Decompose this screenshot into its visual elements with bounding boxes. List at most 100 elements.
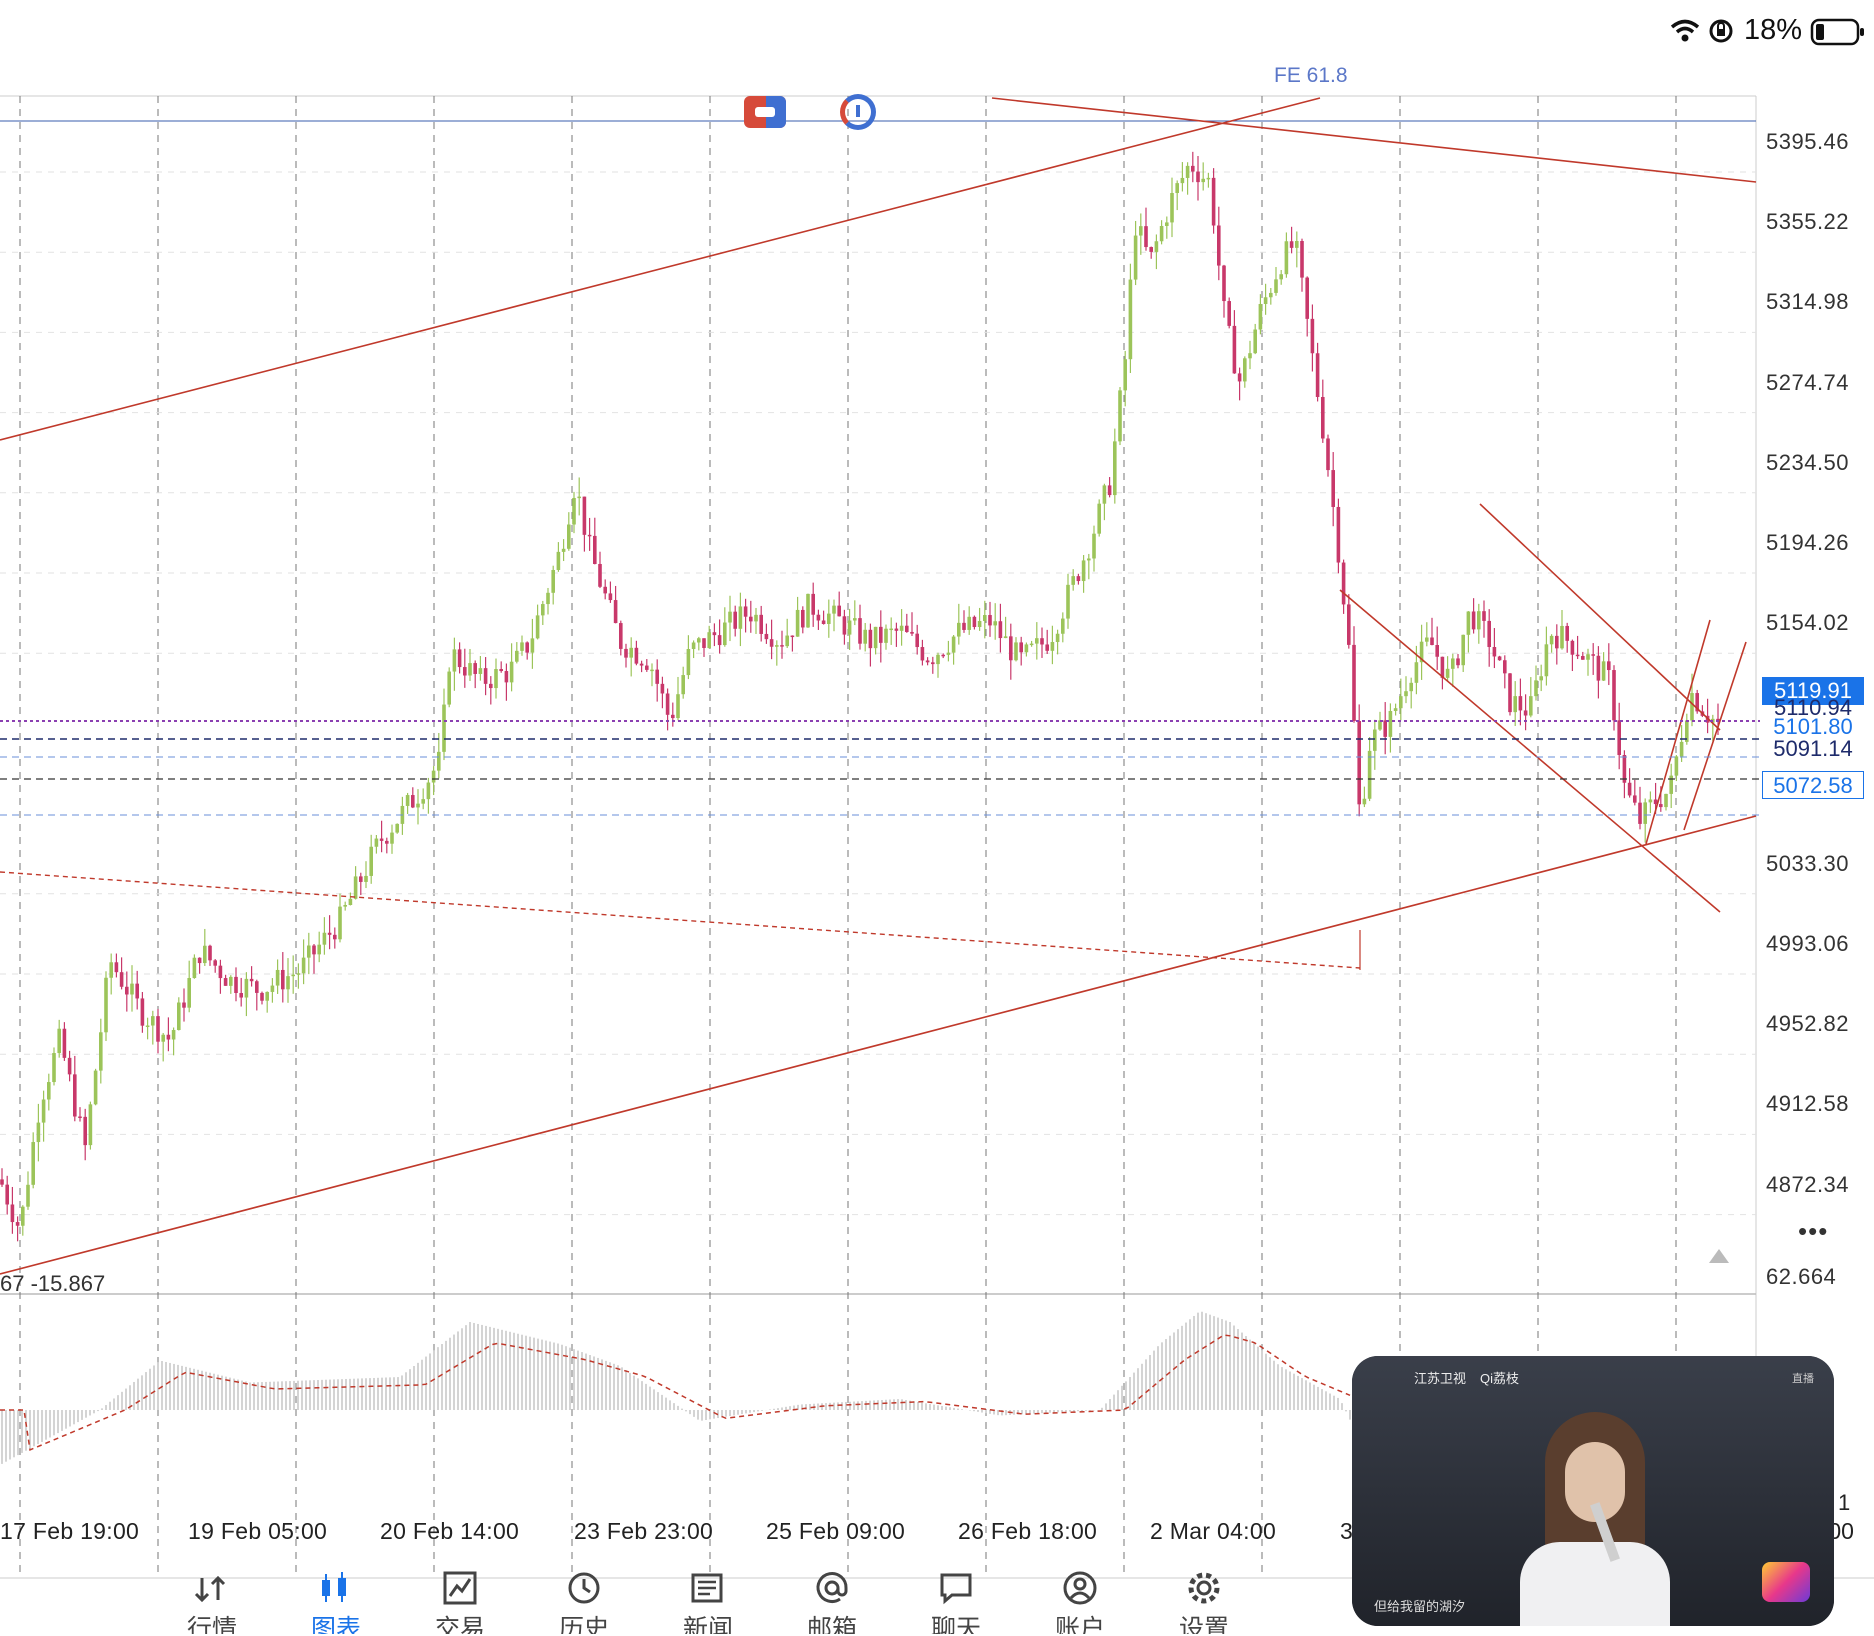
one-click-trading-icon[interactable]	[744, 96, 786, 128]
candle-body	[764, 633, 769, 640]
candle-body	[21, 1206, 25, 1226]
candle-body	[296, 973, 301, 975]
candle-body	[1549, 635, 1554, 645]
candle-body	[1248, 353, 1252, 359]
tab-chat[interactable]: 聊天	[901, 1548, 1011, 1636]
candle-body	[769, 639, 774, 647]
candle-body	[873, 626, 878, 649]
candle-body	[260, 992, 264, 1001]
trendline	[1645, 619, 1711, 845]
candle-body	[1679, 741, 1684, 757]
candle-body	[889, 628, 893, 631]
candle-body	[1315, 353, 1320, 398]
candle-body	[1196, 171, 1200, 183]
candle-body	[395, 823, 399, 833]
tab-history[interactable]: 历史	[529, 1548, 639, 1636]
oscillator-signal-line	[0, 1334, 1351, 1451]
candle-body	[1461, 634, 1465, 666]
candle-body	[899, 625, 904, 631]
candle-body	[83, 1116, 87, 1146]
scroll-end-icon[interactable]	[1708, 1248, 1730, 1264]
candle-body	[660, 683, 665, 694]
candle-body	[639, 663, 644, 666]
candle-body	[515, 650, 519, 662]
candle-body	[1586, 654, 1590, 660]
candle-body	[1222, 265, 1226, 302]
candle-body	[265, 991, 269, 1001]
candle-body	[738, 606, 743, 629]
candle-body	[36, 1122, 41, 1143]
candle-body	[1425, 637, 1429, 642]
picture-in-picture-video[interactable]: 江苏卫视 Qi荔枝 直播 但给我留的湖汐	[1352, 1356, 1834, 1626]
tab-quotes[interactable]: 行情	[157, 1548, 267, 1636]
horizontal-price-lines	[0, 720, 1760, 816]
candle-body	[1149, 247, 1153, 252]
candle-body	[759, 614, 763, 634]
more-menu-button[interactable]: •••	[1798, 1216, 1829, 1246]
trendline-drawings	[0, 97, 1757, 1275]
candle-body	[1445, 668, 1450, 678]
candle-body	[613, 600, 618, 624]
candle-body	[1009, 636, 1013, 661]
tab-mail[interactable]: 邮箱	[777, 1548, 887, 1636]
candle-body	[827, 613, 831, 625]
candle-body	[1456, 658, 1460, 666]
candle-body	[593, 535, 597, 564]
candle-body	[1326, 438, 1330, 471]
candle-body	[1087, 558, 1091, 561]
candle-body	[608, 593, 613, 601]
price-chart[interactable]	[0, 62, 1874, 1622]
candle-body	[1440, 656, 1445, 678]
candle-body	[1508, 673, 1512, 713]
candle-body	[1690, 693, 1694, 721]
candle-body	[182, 1002, 186, 1008]
candle-body	[821, 620, 826, 625]
tab-settings[interactable]: 设置	[1149, 1548, 1259, 1636]
candle-body	[1487, 620, 1491, 647]
candle-body	[348, 898, 353, 906]
trade-icon	[443, 1571, 477, 1605]
candle-body	[333, 934, 337, 940]
candle-body	[676, 694, 680, 719]
trendline	[0, 97, 1321, 441]
timer-icon[interactable]	[840, 94, 876, 130]
candle-body	[99, 1032, 103, 1071]
candle-body	[1622, 754, 1627, 783]
candle-body	[1492, 646, 1497, 657]
history-icon	[568, 1572, 600, 1604]
candle-body	[811, 593, 815, 615]
trendline	[1339, 589, 1721, 913]
candle-body	[572, 497, 576, 525]
candle-body	[1414, 662, 1419, 683]
tab-account[interactable]: 账户	[1025, 1548, 1135, 1636]
settings-icon	[1188, 1572, 1220, 1604]
candlestick-series	[0, 151, 1720, 1242]
tab-news[interactable]: 新闻	[653, 1548, 763, 1636]
candle-body	[915, 633, 919, 648]
tab-chart[interactable]: 图表	[281, 1548, 391, 1636]
price-tick: 4993.06	[1766, 931, 1850, 956]
candle-body	[847, 620, 852, 635]
candle-body	[1165, 222, 1169, 226]
candle-body	[541, 604, 545, 616]
candle-body	[1123, 359, 1127, 391]
candle-body	[218, 965, 223, 979]
candle-body	[1643, 802, 1647, 824]
candle-body	[1128, 279, 1133, 360]
candle-body	[1341, 562, 1346, 605]
candle-body	[234, 976, 238, 994]
candle-body	[171, 1029, 176, 1040]
candle-body	[1352, 644, 1356, 721]
candle-body	[925, 660, 930, 663]
candle-body	[567, 524, 571, 549]
candle-body	[665, 693, 670, 715]
candle-body	[1139, 226, 1143, 236]
oscillator-histogram	[0, 1311, 1355, 1464]
candle-body	[145, 1025, 150, 1028]
candle-body	[1081, 560, 1086, 582]
price-tick: 4952.82	[1766, 1011, 1850, 1037]
candle-body	[717, 635, 722, 646]
tab-trade[interactable]: 交易	[405, 1548, 515, 1636]
candle-body	[1674, 756, 1679, 776]
candle-body	[1373, 729, 1377, 751]
